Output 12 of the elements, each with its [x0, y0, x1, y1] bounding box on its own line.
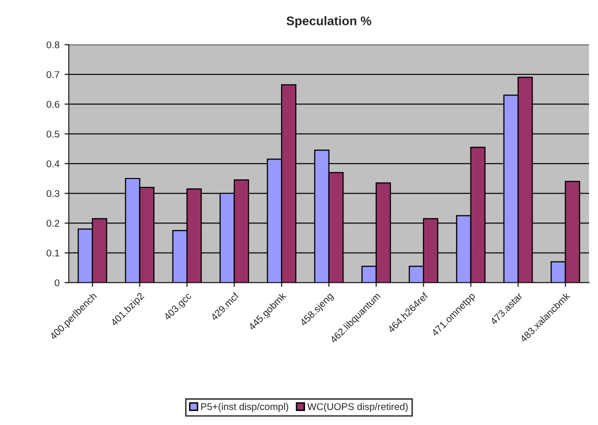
y-tick-label: 0.7	[46, 71, 60, 78]
y-tick-label: 0.3	[46, 190, 60, 197]
y-tick-label: 0	[54, 279, 60, 286]
y-tick-label: 0.1	[46, 250, 60, 256]
legend-label: WC(UOPS disp/retired)	[307, 402, 408, 412]
chart-title: Speculation %	[286, 16, 372, 28]
y-tick-label: 0.5	[46, 130, 60, 138]
y-tick-label: 0.6	[46, 100, 60, 108]
y-tick-label: 0.2	[46, 220, 60, 227]
y-tick-label: 0.8	[46, 41, 60, 48]
legend-label: P5+(inst disp/compl)	[201, 402, 288, 412]
y-tick-label: 0.4	[46, 160, 60, 168]
